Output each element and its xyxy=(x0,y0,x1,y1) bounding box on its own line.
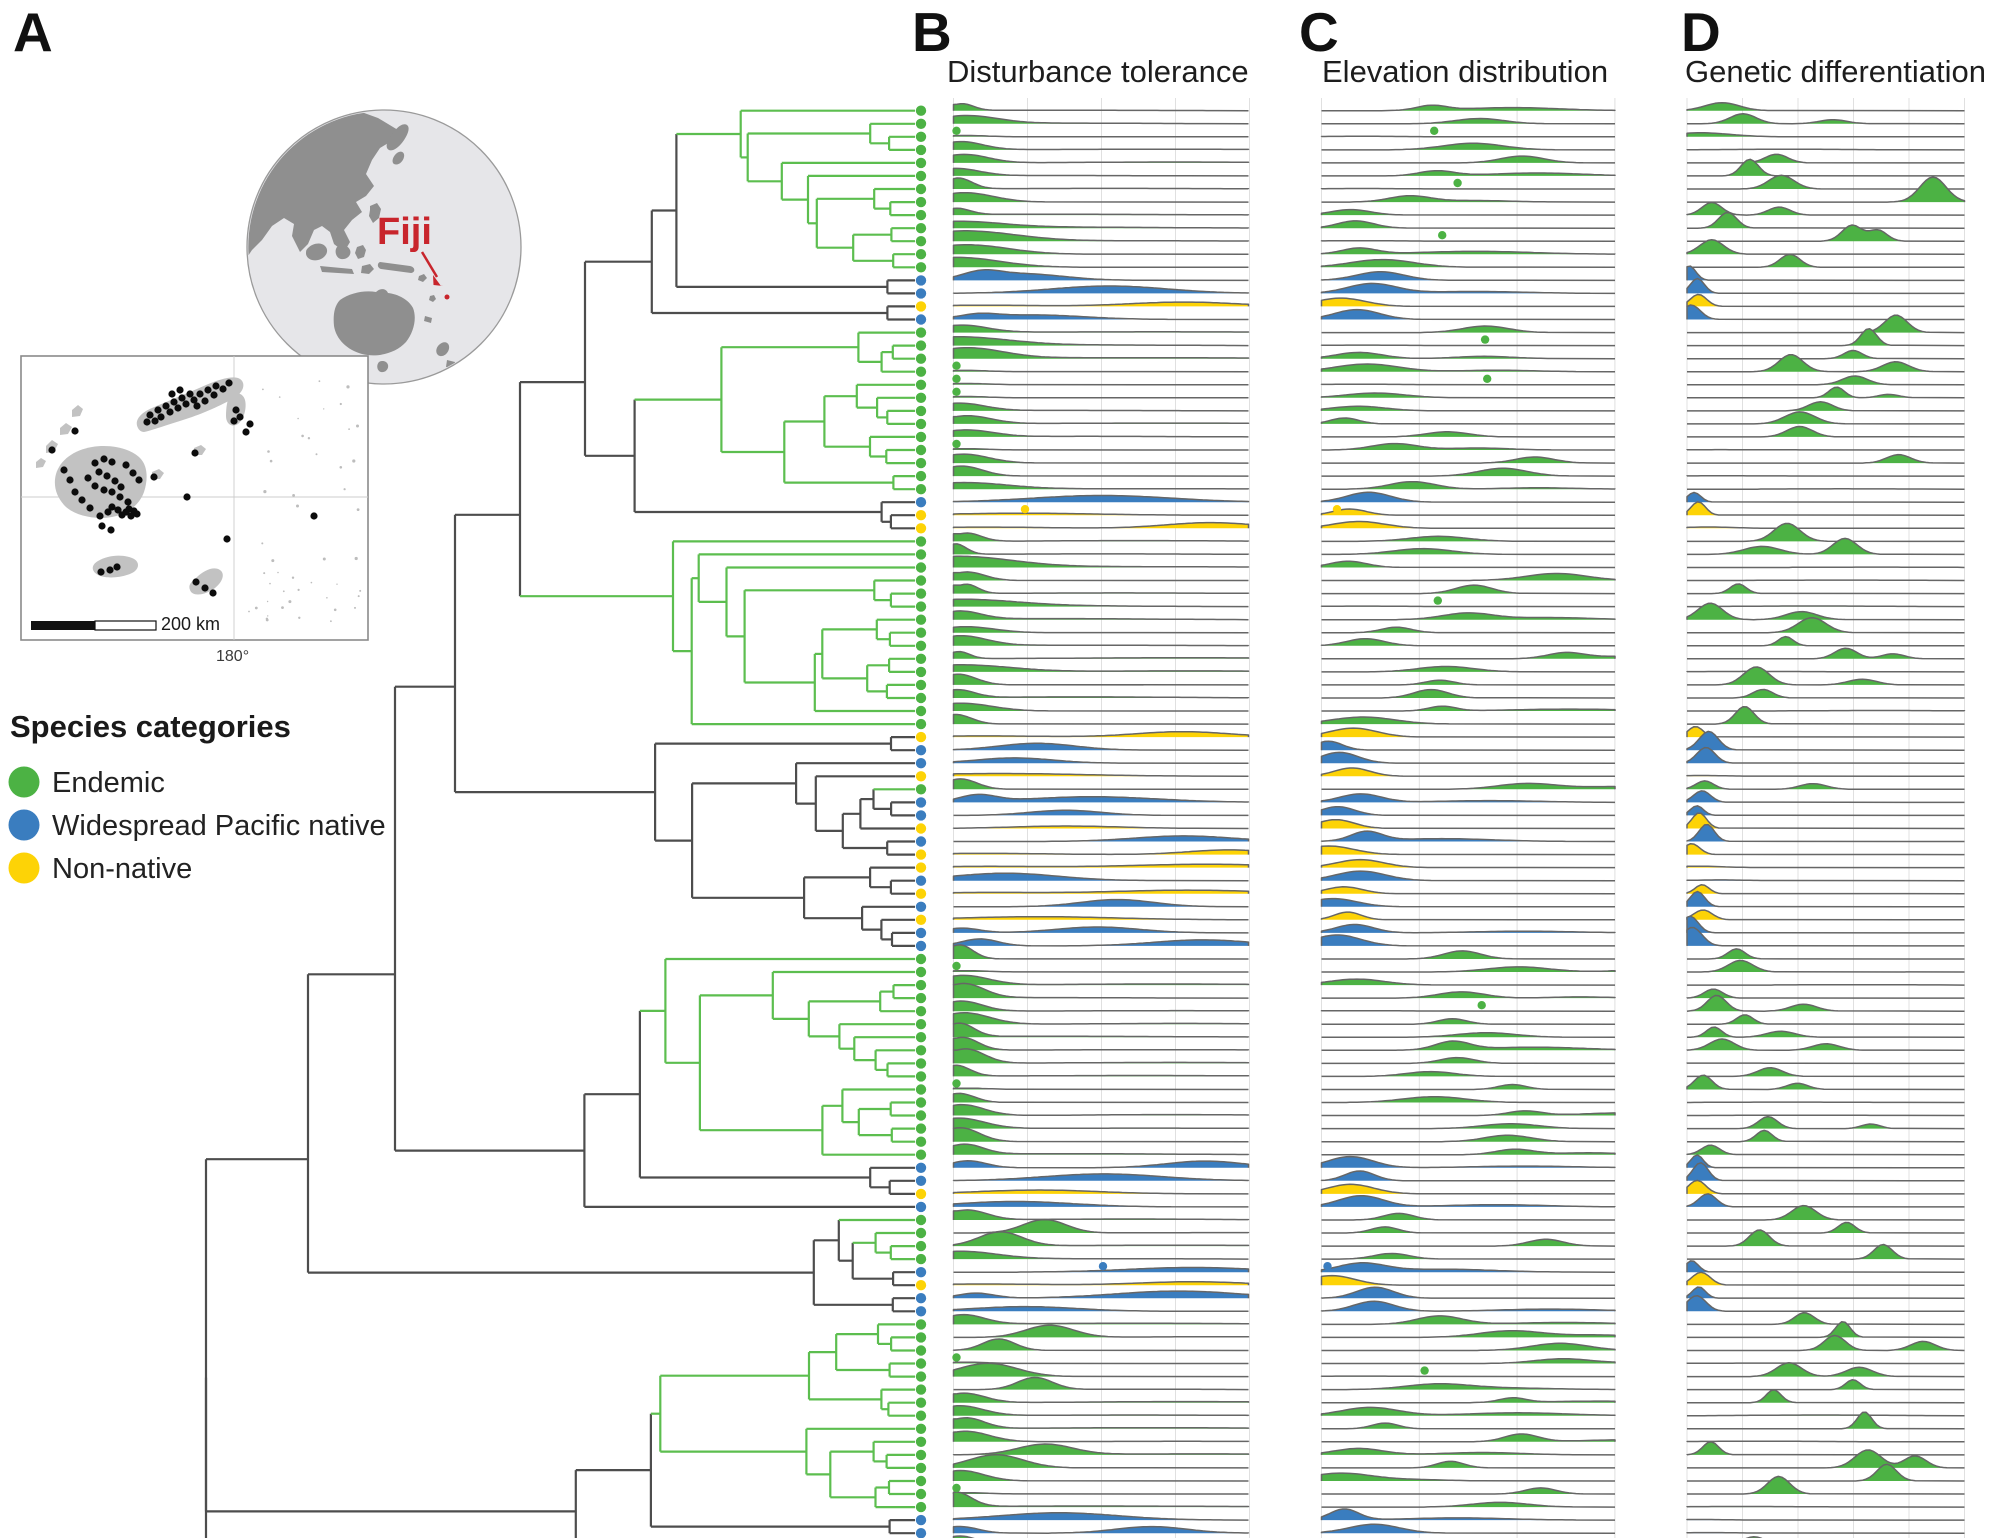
svg-text:C: C xyxy=(1299,1,1339,63)
svg-text:Genetic differentiation: Genetic differentiation xyxy=(1685,54,1986,89)
svg-text:Fiji: Fiji xyxy=(377,211,432,253)
svg-text:B: B xyxy=(912,1,952,63)
svg-text:Non-native: Non-native xyxy=(52,853,192,885)
svg-text:Elevation distribution: Elevation distribution xyxy=(1322,54,1608,89)
svg-text:Disturbance tolerance: Disturbance tolerance xyxy=(947,54,1249,89)
svg-text:D: D xyxy=(1681,1,1721,63)
svg-text:Endemic: Endemic xyxy=(52,767,165,799)
svg-text:200 km: 200 km xyxy=(161,614,220,634)
svg-text:Species categories: Species categories xyxy=(10,709,291,744)
svg-text:Widespread Pacific native: Widespread Pacific native xyxy=(52,810,386,842)
svg-text:A: A xyxy=(13,1,53,63)
svg-text:180°: 180° xyxy=(216,648,249,665)
